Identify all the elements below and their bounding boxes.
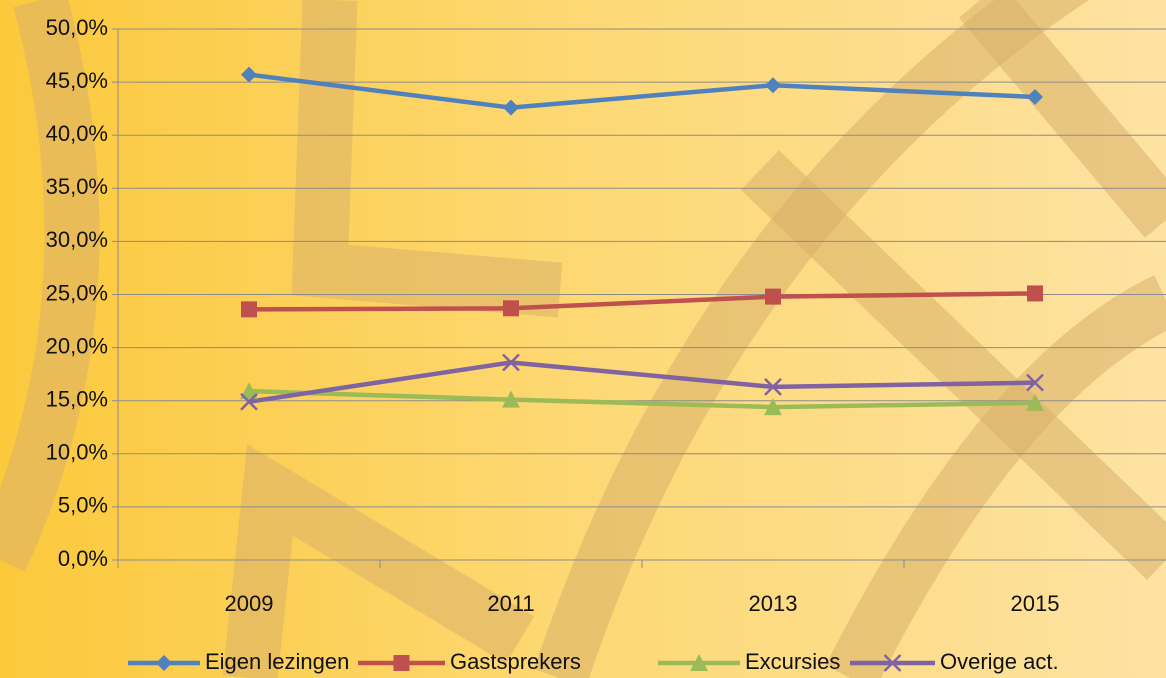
marker — [240, 392, 258, 411]
x-tick-label: 2011 — [487, 591, 534, 616]
y-tick-label: 25,0% — [46, 280, 108, 305]
marker — [764, 378, 782, 396]
series-line — [248, 388, 1036, 410]
marker — [690, 654, 708, 671]
series-line — [248, 72, 1036, 110]
y-tick-label: 50,0% — [46, 15, 108, 40]
marker — [764, 398, 782, 416]
x-tick-label: 2009 — [225, 591, 274, 616]
marker — [765, 288, 781, 305]
series-line — [248, 360, 1036, 404]
legend-label: Gastsprekers — [450, 649, 581, 674]
y-tick-label: 45,0% — [46, 68, 108, 93]
marker — [883, 654, 902, 672]
y-tick-label: 40,0% — [46, 121, 108, 146]
marker — [240, 382, 258, 400]
y-tick-label: 15,0% — [46, 387, 108, 412]
marker — [1026, 373, 1044, 392]
legend-label: Overige act. — [940, 649, 1059, 674]
y-tick-label: 30,0% — [46, 227, 108, 252]
y-tick-label: 0,0% — [58, 546, 108, 571]
marker — [241, 66, 257, 83]
legend-item: Eigen lezingen — [128, 649, 349, 674]
marker — [502, 390, 520, 408]
legend-label: Eigen lezingen — [205, 649, 349, 674]
marker — [1027, 88, 1043, 105]
marker — [393, 655, 410, 671]
series-line — [248, 291, 1036, 312]
marker — [156, 655, 172, 671]
legend-label: Excursies — [745, 649, 840, 674]
x-tick-label: 2015 — [1011, 591, 1060, 616]
legend-item: Overige act. — [850, 649, 1059, 674]
marker — [241, 301, 257, 318]
marker — [1027, 285, 1043, 302]
marker — [503, 99, 519, 116]
marker — [502, 353, 520, 372]
y-tick-label: 5,0% — [58, 493, 108, 518]
y-tick-label: 35,0% — [46, 174, 108, 199]
marker — [503, 300, 519, 317]
legend-item: Excursies — [658, 649, 840, 674]
marker — [765, 77, 781, 94]
y-tick-label: 20,0% — [46, 333, 108, 358]
legend-item: Gastsprekers — [358, 649, 581, 674]
marker — [1026, 393, 1044, 411]
y-tick-label: 10,0% — [46, 440, 108, 465]
x-tick-label: 2013 — [749, 591, 798, 616]
